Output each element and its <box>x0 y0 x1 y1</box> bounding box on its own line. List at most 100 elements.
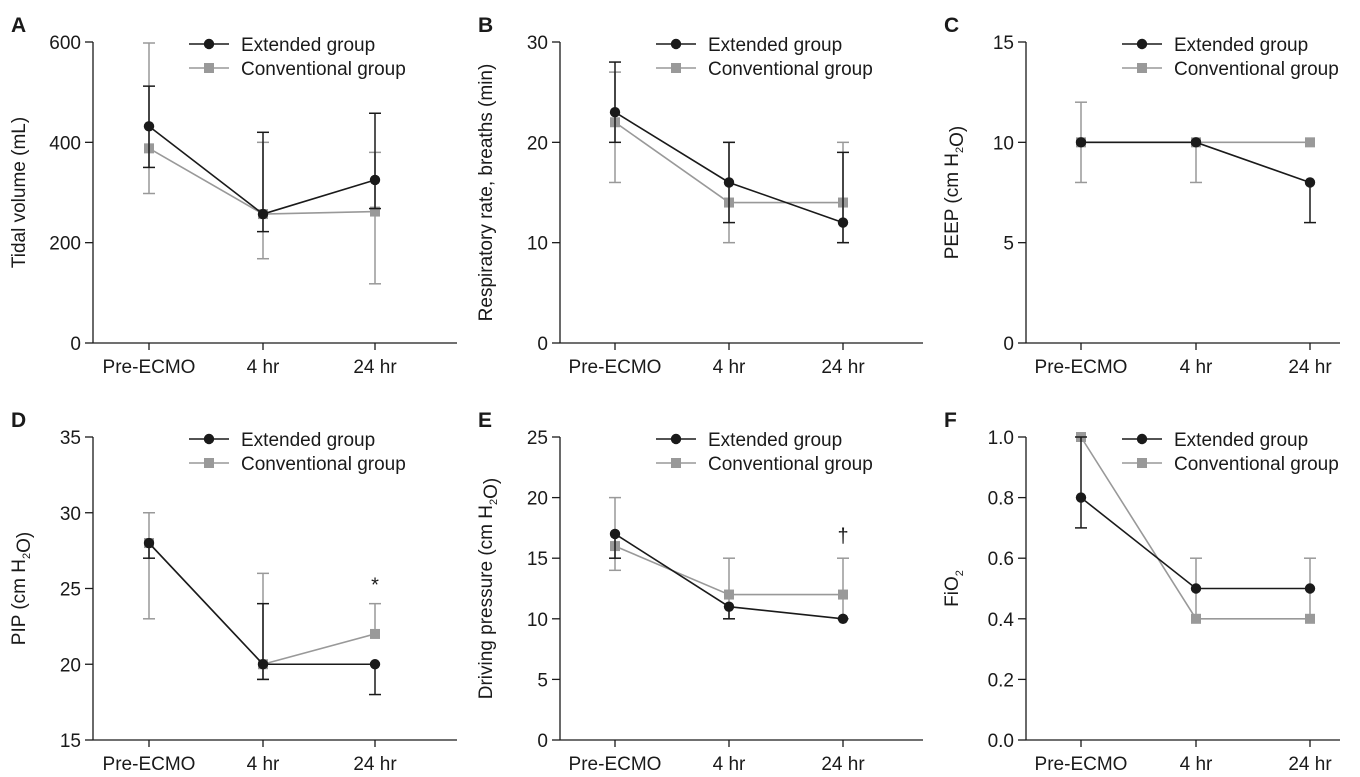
legend-label-conventional: Conventional group <box>241 454 406 475</box>
legend-marker-extended <box>670 38 682 50</box>
legend-marker-conventional <box>671 63 681 73</box>
y-tick-label: 0.0 <box>988 731 1014 752</box>
y-axis-title: PIP (cm H2O) <box>9 532 35 645</box>
x-tick-label: 4 hr <box>713 754 746 772</box>
legend-marker-extended <box>203 433 215 445</box>
data-point <box>143 537 155 549</box>
y-axis-title: PEEP (cm H2O) <box>942 126 968 260</box>
x-tick-label: Pre-ECMO <box>103 357 196 378</box>
y-tick-label: 15 <box>527 549 548 570</box>
chart-panel-c: C 0 5 10 15 Pre-ECMO 4 hr 24 hr PEEP (cm H2O) Ext… <box>942 14 1340 378</box>
legend-marker-conventional <box>671 458 681 468</box>
data-point <box>838 589 848 600</box>
legend-marker-conventional <box>1137 63 1147 73</box>
data-point <box>369 659 381 670</box>
x-tick-label: 24 hr <box>353 357 397 378</box>
y-tick-label: 0.2 <box>988 670 1014 691</box>
series-extended <box>1075 137 1316 224</box>
series-extended <box>143 537 381 696</box>
legend: Extended group Conventional group <box>1122 430 1339 475</box>
data-point <box>609 528 621 540</box>
series-conventional <box>609 496 849 620</box>
x-tick-label: 4 hr <box>1180 357 1213 378</box>
legend-marker-extended <box>203 38 215 50</box>
legend-label-extended: Extended group <box>241 35 375 56</box>
series-extended <box>1075 436 1316 594</box>
legend-label-extended: Extended group <box>1174 35 1308 56</box>
data-point <box>1304 583 1316 594</box>
legend-label-conventional: Conventional group <box>708 454 873 475</box>
y-tick-label: 30 <box>60 504 81 525</box>
data-point <box>369 174 381 186</box>
chart-panel-d: D 15 20 25 30 35 Pre-ECMO 4 hr 24 hr PIP (cm H2O)… <box>9 409 457 775</box>
x-tick-label: 24 hr <box>821 754 865 772</box>
data-point <box>837 613 849 624</box>
legend: Extended group Conventional group <box>656 430 873 475</box>
legend-label-extended: Extended group <box>1174 430 1308 451</box>
data-point <box>257 659 269 670</box>
data-point <box>723 601 735 612</box>
x-tick-label: Pre-ECMO <box>103 754 196 772</box>
series-extended <box>609 61 849 244</box>
panel-label: E <box>478 409 492 432</box>
x-tick-label: 24 hr <box>821 357 865 378</box>
y-tick-label: 0 <box>537 731 548 752</box>
series-line <box>148 125 376 215</box>
y-tick-label: 5 <box>537 670 548 691</box>
y-tick-label: 0 <box>537 334 548 355</box>
y-tick-label: 200 <box>49 234 81 255</box>
y-tick-label: 25 <box>60 580 81 601</box>
y-tick-label: 15 <box>993 33 1014 54</box>
y-tick-label: 10 <box>527 234 548 255</box>
legend-marker-extended <box>1136 433 1148 445</box>
legend-label-conventional: Conventional group <box>241 59 406 80</box>
significance-marker: * <box>371 575 379 597</box>
x-tick-label: 4 hr <box>1180 754 1213 772</box>
data-point <box>837 217 849 228</box>
y-tick-label: 10 <box>527 610 548 631</box>
legend: Extended group Conventional group <box>656 35 873 80</box>
series-extended <box>609 528 849 624</box>
x-tick-label: 24 hr <box>1288 754 1332 772</box>
legend-label-conventional: Conventional group <box>1174 454 1339 475</box>
series-conventional <box>143 512 381 681</box>
legend-label-extended: Extended group <box>241 430 375 451</box>
y-tick-label: 0 <box>70 334 81 355</box>
legend: Extended group Conventional group <box>1122 35 1339 80</box>
legend-label-extended: Extended group <box>708 35 842 56</box>
legend-marker-conventional <box>1137 458 1147 468</box>
chart-panel-a: A 0 200 400 600 Pre-ECMO 4 hr 24 hr Tidal volume… <box>9 14 457 378</box>
series-line <box>148 147 376 215</box>
x-tick-label: 24 hr <box>353 754 397 772</box>
data-point <box>723 177 735 188</box>
x-tick-label: 24 hr <box>1288 357 1332 378</box>
y-tick-label: 15 <box>60 731 81 752</box>
y-tick-label: 0 <box>1003 334 1014 355</box>
chart-panel-e: E 0 5 10 15 20 25 Pre-ECMO 4 hr 24 hr Driving pres… <box>476 409 923 775</box>
y-tick-label: 5 <box>1003 234 1014 255</box>
y-axis-title: FiO2 <box>942 570 966 607</box>
x-tick-label: 4 hr <box>247 357 280 378</box>
data-point <box>1191 613 1201 624</box>
legend-label-extended: Extended group <box>708 430 842 451</box>
y-tick-label: 0.8 <box>988 489 1014 510</box>
x-tick-label: 4 hr <box>247 754 280 772</box>
data-point <box>609 107 621 118</box>
y-tick-label: 10 <box>993 133 1014 154</box>
legend-marker-conventional <box>204 458 214 468</box>
x-tick-label: 4 hr <box>713 357 746 378</box>
data-point <box>1075 492 1087 503</box>
y-tick-label: 600 <box>49 33 81 54</box>
data-point <box>143 121 155 132</box>
legend-marker-conventional <box>204 63 214 73</box>
x-tick-label: Pre-ECMO <box>569 357 662 378</box>
data-point <box>1075 137 1087 148</box>
y-tick-label: 1.0 <box>988 428 1014 449</box>
y-tick-label: 400 <box>49 133 81 154</box>
x-tick-label: Pre-ECMO <box>1035 754 1128 772</box>
chart-panel-b: B 0 10 20 30 Pre-ECMO 4 hr 24 hr Respiratory rat… <box>476 14 923 378</box>
data-point <box>1305 613 1315 624</box>
legend-marker-extended <box>670 433 682 445</box>
data-point <box>1190 137 1202 148</box>
